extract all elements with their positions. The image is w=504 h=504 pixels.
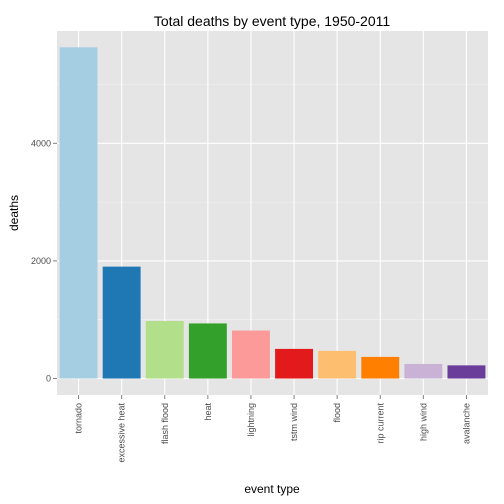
bar-lightning: [231, 330, 270, 379]
bar-avalanche: [447, 365, 486, 379]
bar-rip-current: [361, 356, 400, 379]
x-axis-label: event type: [244, 482, 300, 496]
bar-tornado: [59, 47, 98, 379]
x-axis-ticks: tornado excessive heat flash flood heat ligh…: [74, 395, 471, 463]
x-tick-label: flash flood: [160, 403, 170, 444]
bar-high-wind: [404, 363, 443, 379]
bar-tstm-wind: [275, 348, 314, 379]
y-axis-ticks: 0 2000 4000: [31, 138, 57, 384]
x-tick-label: lightning: [246, 403, 256, 437]
x-tick-label: avalanche: [461, 403, 471, 444]
x-tick-label: tstm wind: [289, 403, 299, 441]
y-tick-label: 2000: [31, 256, 51, 266]
x-tick-label: tornado: [74, 403, 84, 434]
x-tick-label: flood: [332, 403, 342, 423]
chart-title: Total deaths by event type, 1950-2011: [154, 13, 391, 29]
y-axis-label: deaths: [7, 195, 21, 231]
bar-excessive-heat: [102, 266, 141, 379]
bars: [59, 47, 486, 379]
x-tick-label: high wind: [418, 403, 428, 441]
bar-flood: [318, 350, 357, 379]
y-tick-label: 4000: [31, 138, 51, 148]
x-tick-label: rip current: [375, 403, 385, 444]
bar-heat: [188, 323, 227, 379]
x-tick-label: heat: [203, 403, 213, 421]
y-tick-label: 0: [46, 374, 51, 384]
x-tick-label: excessive heat: [117, 403, 127, 463]
bar-flash-flood: [145, 321, 184, 379]
